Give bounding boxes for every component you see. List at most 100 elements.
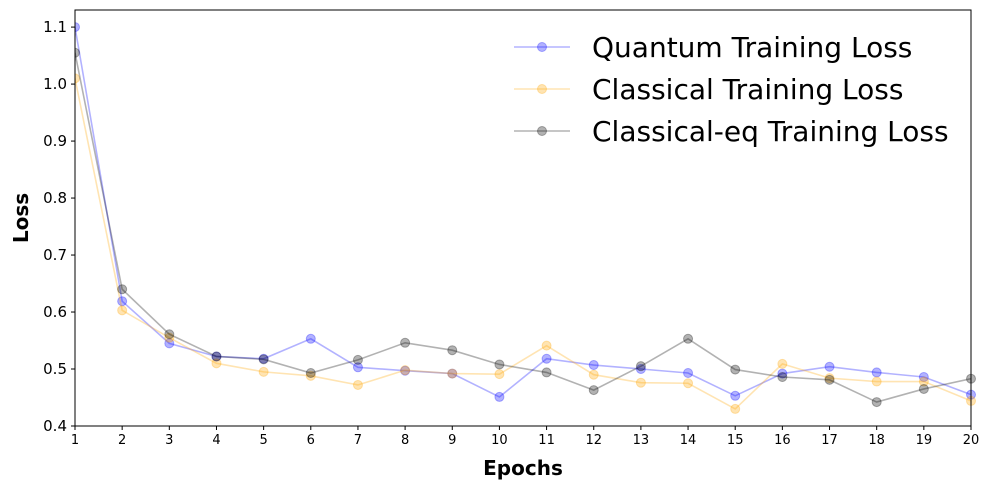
data-point — [541, 340, 552, 351]
data-point — [117, 305, 128, 316]
data-point — [871, 397, 882, 408]
x-tick-label: 8 — [401, 433, 409, 448]
data-point — [683, 368, 694, 379]
legend-label: Classical Training Loss — [592, 73, 903, 106]
data-point — [305, 333, 316, 344]
data-point — [400, 365, 411, 376]
data-point — [211, 358, 222, 369]
y-tick-label: 1.0 — [43, 75, 67, 93]
data-point — [258, 353, 269, 364]
data-point — [730, 364, 741, 375]
data-point — [541, 353, 552, 364]
y-tick-label: 0.4 — [43, 417, 67, 435]
data-point — [683, 333, 694, 344]
x-tick-label: 1 — [71, 433, 79, 448]
data-point — [494, 369, 505, 380]
data-point — [777, 371, 788, 382]
data-point — [588, 385, 599, 396]
data-point — [211, 351, 222, 362]
y-tick-label: 0.8 — [43, 189, 67, 207]
data-point — [871, 367, 882, 378]
data-point — [824, 373, 835, 384]
data-point — [75, 47, 80, 58]
data-point — [447, 368, 458, 379]
data-point — [352, 362, 363, 373]
data-point — [117, 284, 128, 295]
data-point — [635, 361, 646, 372]
data-point — [777, 358, 788, 369]
data-point — [75, 22, 80, 33]
x-tick-label: 2 — [118, 433, 126, 448]
x-tick-label: 20 — [963, 433, 980, 448]
data-point — [730, 390, 741, 401]
legend-item: Classical-eq Training Loss — [514, 115, 949, 148]
data-point — [824, 361, 835, 372]
legend-swatch-marker — [537, 42, 547, 52]
data-point — [400, 365, 411, 376]
data-point — [447, 368, 458, 379]
x-tick-label: 9 — [448, 433, 456, 448]
data-point — [871, 376, 882, 387]
data-point — [164, 329, 175, 340]
data-point — [164, 332, 175, 343]
series-0 — [75, 22, 976, 402]
legend-item: Quantum Training Loss — [514, 31, 912, 64]
data-point — [494, 359, 505, 370]
data-point — [258, 366, 269, 377]
x-tick-label: 19 — [916, 433, 933, 448]
legend: Quantum Training Loss Classical Training … — [514, 31, 949, 148]
x-tick-label: 11 — [538, 433, 555, 448]
data-point — [352, 379, 363, 390]
plot-area — [75, 22, 976, 414]
y-axis: 0.4 0.5 0.6 0.7 0.8 0.9 1.0 1.1 — [43, 18, 75, 435]
x-tick-label: 16 — [774, 433, 791, 448]
series-line — [75, 26, 972, 398]
y-tick-label: 0.7 — [43, 246, 67, 264]
x-tick-label: 3 — [165, 433, 173, 448]
data-point — [824, 374, 835, 385]
legend-swatch-marker — [537, 84, 547, 94]
x-tick-label: 6 — [307, 433, 315, 448]
y-tick-label: 0.9 — [43, 132, 67, 150]
x-tick-label: 14 — [680, 433, 697, 448]
data-point — [305, 370, 316, 381]
data-point — [258, 354, 269, 365]
series-line — [75, 52, 972, 403]
data-point — [918, 371, 929, 382]
x-tick-label: 15 — [727, 433, 744, 448]
data-point — [777, 368, 788, 379]
data-point — [305, 368, 316, 379]
data-point — [211, 351, 222, 362]
data-point — [918, 376, 929, 387]
x-tick-label: 12 — [585, 433, 602, 448]
x-tick-label: 4 — [212, 433, 220, 448]
y-tick-label: 0.5 — [43, 360, 67, 378]
data-point — [400, 337, 411, 348]
data-point — [588, 360, 599, 371]
y-tick-label: 0.6 — [43, 303, 67, 321]
data-point — [75, 73, 80, 84]
x-tick-label: 18 — [868, 433, 885, 448]
data-point — [635, 364, 646, 375]
x-tick-label: 13 — [633, 433, 650, 448]
x-tick-label: 5 — [259, 433, 267, 448]
data-point — [352, 354, 363, 365]
data-point — [635, 377, 646, 388]
y-axis-title: Loss — [9, 193, 33, 243]
y-tick-label: 1.1 — [43, 18, 67, 36]
data-point — [447, 345, 458, 356]
data-point — [918, 383, 929, 394]
data-point — [730, 403, 741, 414]
x-axis: 1 2 3 4 5 6 7 8 9 10 11 12 13 14 15 16 17 18 19 20 — [71, 426, 979, 448]
x-tick-label: 7 — [354, 433, 362, 448]
data-point — [164, 338, 175, 349]
series-2 — [75, 47, 976, 408]
legend-item: Classical Training Loss — [514, 73, 903, 106]
legend-label: Classical-eq Training Loss — [592, 115, 949, 148]
legend-swatch-marker — [537, 126, 547, 136]
data-point — [117, 296, 128, 307]
data-point — [494, 391, 505, 402]
plot-frame — [74, 9, 972, 427]
data-point — [683, 378, 694, 389]
